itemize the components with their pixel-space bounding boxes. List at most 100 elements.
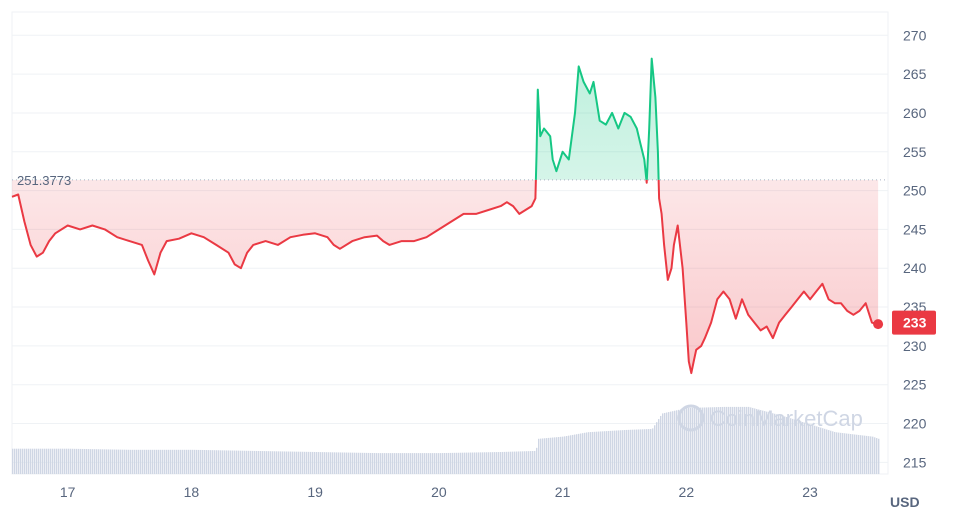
volume-bar <box>308 451 310 474</box>
volume-bar <box>592 431 594 474</box>
volume-bar <box>652 428 654 474</box>
volume-bar <box>74 448 76 474</box>
volume-bar <box>708 407 710 474</box>
volume-bar <box>322 452 324 474</box>
volume-bar <box>604 431 606 474</box>
volume-bar <box>734 406 736 474</box>
volume-bar <box>34 448 36 474</box>
volume-bar <box>416 453 418 474</box>
volume-bar <box>132 449 134 474</box>
y-tick-label: 260 <box>903 105 927 121</box>
volume-bar <box>856 434 858 474</box>
volume-bar <box>464 452 466 474</box>
volume-bar <box>836 432 838 474</box>
volume-bar <box>672 411 674 474</box>
volume-bar <box>228 450 230 474</box>
volume-bar <box>830 430 832 474</box>
volume-bar <box>530 451 532 474</box>
volume-bar <box>776 414 778 474</box>
volume-bar <box>404 453 406 474</box>
volume-bar <box>460 452 462 474</box>
volume-bar <box>356 452 358 474</box>
volume-bar <box>510 451 512 474</box>
volume-bar <box>202 449 204 474</box>
volume-bar <box>442 453 444 474</box>
volume-bar <box>878 438 880 474</box>
y-tick-label: 255 <box>903 144 927 160</box>
volume-bar <box>600 431 602 474</box>
volume-bar <box>810 424 812 474</box>
volume-bar <box>610 430 612 474</box>
volume-bar <box>678 409 680 474</box>
volume-bar <box>620 430 622 474</box>
volume-bar <box>666 412 668 474</box>
volume-bar <box>148 449 150 474</box>
volume-bar <box>844 433 846 474</box>
y-tick-label: 225 <box>903 377 927 393</box>
volume-bar <box>618 430 620 474</box>
volume-bar <box>340 452 342 474</box>
volume-bar <box>622 430 624 474</box>
volume-bar <box>118 449 120 474</box>
current-price-badge[interactable]: 233 <box>892 310 936 335</box>
volume-bars <box>12 406 880 474</box>
volume-bar <box>586 432 588 474</box>
volume-bar <box>58 448 60 474</box>
volume-bar <box>258 450 260 474</box>
volume-bar <box>276 451 278 474</box>
volume-bar <box>646 429 648 474</box>
volume-bar <box>38 448 40 474</box>
volume-bar <box>744 406 746 474</box>
volume-bar <box>538 438 540 474</box>
volume-bar <box>590 432 592 474</box>
volume-bar <box>160 449 162 474</box>
volume-bar <box>170 449 172 474</box>
volume-bar <box>738 406 740 474</box>
volume-bar <box>594 431 596 474</box>
volume-bar <box>826 429 828 474</box>
volume-bar <box>642 429 644 474</box>
volume-bar <box>334 452 336 474</box>
volume-bar <box>628 429 630 474</box>
volume-bar <box>328 452 330 474</box>
volume-bar <box>686 408 688 474</box>
volume-bar <box>262 451 264 474</box>
volume-bar <box>630 429 632 474</box>
volume-bar <box>850 434 852 474</box>
volume-bar <box>788 417 790 474</box>
volume-bar <box>424 453 426 474</box>
volume-bar <box>158 449 160 474</box>
volume-bar <box>526 451 528 474</box>
volume-bar <box>84 448 86 474</box>
volume-bar <box>44 448 46 474</box>
volume-bar <box>670 411 672 474</box>
volume-bar <box>430 453 432 474</box>
volume-bar <box>458 452 460 474</box>
volume-bar <box>106 449 108 474</box>
volume-bar <box>398 453 400 474</box>
volume-bar <box>286 451 288 474</box>
volume-bar <box>496 452 498 474</box>
volume-bar <box>448 452 450 474</box>
reference-value-label: 251.3773 <box>17 173 71 188</box>
volume-bar <box>552 437 554 474</box>
volume-bar <box>30 448 32 474</box>
volume-bar <box>108 449 110 474</box>
y-tick-label: 230 <box>903 338 927 354</box>
price-line-down[interactable] <box>11 59 879 375</box>
volume-bar <box>348 452 350 474</box>
price-line-up[interactable] <box>12 57 878 374</box>
price-line[interactable] <box>11 57 879 375</box>
volume-bar <box>794 419 796 474</box>
volume-bar <box>806 423 808 474</box>
volume-bar <box>584 432 586 474</box>
volume-bar <box>742 406 744 474</box>
volume-bar <box>796 420 798 474</box>
volume-bar <box>122 449 124 474</box>
volume-bar <box>218 450 220 474</box>
volume-bar <box>444 453 446 474</box>
volume-bar <box>282 451 284 474</box>
y-tick-label: 240 <box>903 260 927 276</box>
